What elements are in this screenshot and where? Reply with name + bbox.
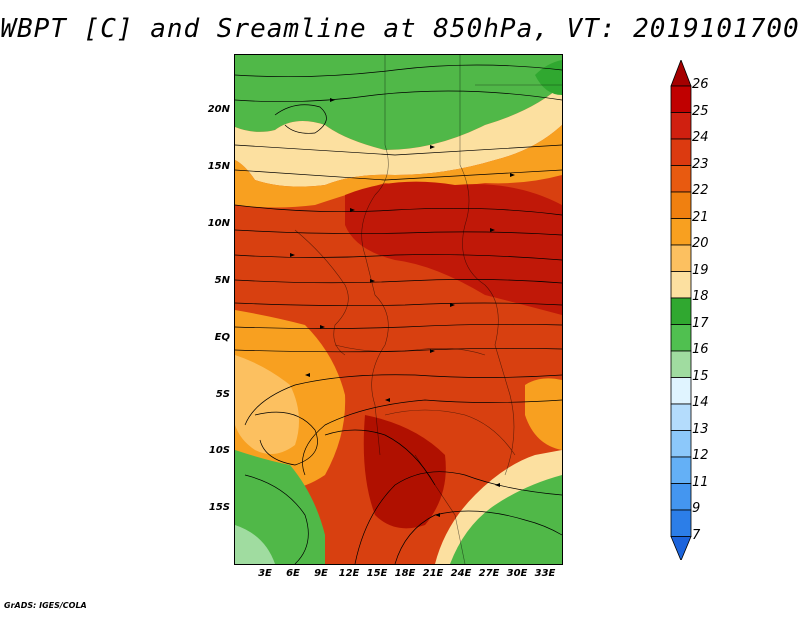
colorbar-label: 7 [692,527,701,543]
field-sahel-core [345,181,562,315]
colorbar-label: 21 [692,209,709,225]
lon-label-6e: 6E [286,568,300,579]
wbpt-map [235,55,562,564]
colorbar-label: 9 [692,501,701,516]
map-panel [234,54,563,565]
lon-label-3e: 3E [258,568,272,579]
colorbar-label: 11 [692,474,709,490]
colorbar-label: 16 [692,342,709,357]
colorbar-bin [670,85,692,113]
colorbar-label: 25 [692,103,709,119]
field-north-green [235,55,562,150]
colorbar-bin [670,509,692,537]
streamline-arrows [290,98,515,517]
colorbar-label: 19 [692,262,709,278]
colorbar-label: 14 [692,395,709,410]
colorbar-bin [670,271,692,299]
lon-label-12e: 12E [338,568,360,579]
colorbar-bin [670,403,692,431]
colorbar-label: 22 [692,183,709,198]
colorbar-bin [670,350,692,378]
colorbar-bin [670,112,692,140]
lat-label-20n: 20N [207,104,230,115]
lon-label-15e: 15E [366,568,388,579]
colorbar-bin [670,138,692,166]
colorbar-label: 13 [692,421,709,437]
lat-label-5s: 5S [215,389,230,400]
colorbar-bin [670,483,692,511]
colorbar-label: 12 [692,448,709,463]
lat-label-10n: 10N [207,218,230,229]
chart-title: WBPT [C] and Sreamline at 850hPa, VT: 20… [0,14,800,44]
field-south-core [363,415,446,529]
field-southeast-green [450,475,562,564]
country-borders [294,55,562,564]
lat-label-eq: EQ [214,332,230,343]
field-northeast-green [535,60,562,95]
field-southwest-light [235,525,275,564]
lon-label-33e: 33E [534,568,556,579]
lon-label-24e: 24E [450,568,472,579]
colorbar-top-arrow [670,60,692,87]
lon-label-21e: 21E [422,568,444,579]
colorbar-bottom-arrow [670,536,692,560]
lon-label-9e: 9E [314,568,328,579]
colorbar [670,60,692,560]
colorbar-label: 23 [692,156,709,172]
streamlines [235,64,562,564]
colorbar-bin [670,430,692,458]
colorbar-bin [670,165,692,193]
field-east-orange [525,378,562,450]
colorbar-label: 18 [692,289,709,304]
colorbar-bin [670,377,692,405]
lon-label-27e: 27E [478,568,500,579]
lon-label-30e: 30E [506,568,528,579]
field-atlantic-light [235,355,299,454]
colorbar-bin [670,244,692,272]
colorbar-bin [670,456,692,484]
colorbar-bin [670,324,692,352]
colorbar-label: 26 [692,77,709,92]
grads-credit: GrADS: IGES/COLA [4,601,87,610]
colorbar-bin [670,297,692,325]
lat-label-15n: 15N [207,161,230,172]
colorbar-bin [670,218,692,246]
field-north-orange [235,125,562,208]
field-north-pale [235,85,562,187]
colorbar-bin [670,191,692,219]
colorbar-label: 15 [692,368,709,384]
lat-label-10s: 10S [208,445,230,456]
lat-label-5n: 5N [214,275,230,286]
colorbar-label: 20 [692,236,709,251]
lat-label-15s: 15S [208,502,230,513]
colorbar-label: 24 [692,130,709,145]
lon-label-18e: 18E [394,568,416,579]
colorbar-label: 17 [692,315,709,331]
